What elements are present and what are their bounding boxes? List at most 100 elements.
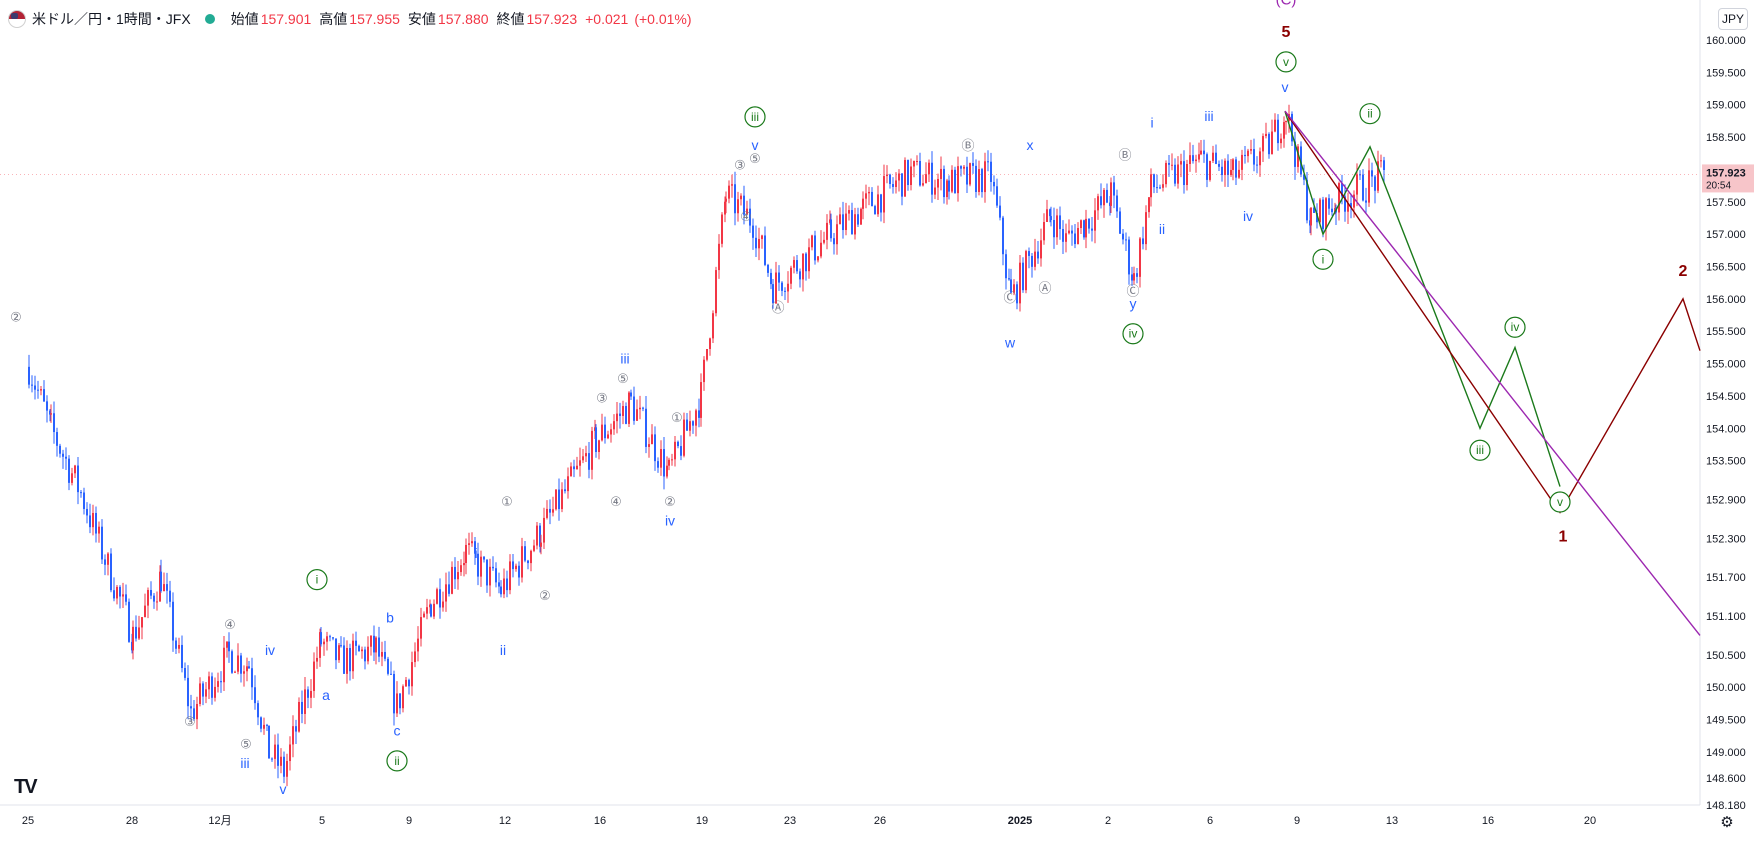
- candle-body: [399, 693, 401, 709]
- price-tick-label: 155.500: [1706, 326, 1746, 338]
- candle-body: [381, 651, 383, 657]
- candle-body: [1165, 162, 1167, 185]
- candle-body: [1238, 169, 1240, 178]
- candle-body: [963, 166, 965, 169]
- candle-body: [231, 651, 233, 673]
- candle-body: [71, 473, 73, 483]
- candle-body: [1071, 230, 1073, 234]
- candle-body: [1344, 196, 1346, 212]
- tradingview-logo: TV: [14, 776, 38, 798]
- candle-body: [433, 603, 435, 617]
- candle-body: [98, 526, 100, 534]
- candle-body: [506, 578, 508, 591]
- candle-body: [1065, 233, 1067, 242]
- candle-body: [50, 413, 52, 415]
- candle-body: [1256, 164, 1258, 166]
- candle-body: [651, 434, 653, 445]
- candle-body: [340, 645, 342, 647]
- candle-body: [1133, 273, 1135, 281]
- candle-body: [1085, 218, 1087, 238]
- candle-body: [1053, 219, 1055, 238]
- candle-body: [292, 726, 294, 745]
- candle-body: [880, 194, 882, 213]
- candle-body: [539, 525, 541, 547]
- wave-label: ⑤: [240, 737, 252, 752]
- candle-body: [695, 410, 697, 426]
- candle-body: [564, 489, 566, 492]
- candle-body: [552, 509, 554, 513]
- candle-body: [346, 647, 348, 674]
- candle-body: [1365, 200, 1367, 203]
- candle-body: [423, 613, 425, 618]
- candle-body: [153, 595, 155, 602]
- candle-body: [226, 641, 228, 648]
- wave-label: Ⓑ: [1118, 148, 1131, 163]
- candle-body: [196, 703, 198, 720]
- candle-body: [1077, 228, 1079, 245]
- candle-body: [166, 584, 168, 591]
- settings-gear-icon[interactable]: ⚙: [1720, 814, 1734, 831]
- wave-label: iii: [751, 110, 759, 124]
- time-tick-label: 13: [1386, 815, 1398, 827]
- wave-label: a: [322, 687, 330, 703]
- wave-label: ③: [734, 157, 746, 172]
- candle-body: [1371, 170, 1373, 177]
- candle-body: [718, 243, 720, 271]
- price-tick-label: 150.500: [1706, 650, 1746, 662]
- candle-body: [384, 651, 386, 659]
- candle-body: [141, 617, 143, 628]
- candle-body: [326, 636, 328, 642]
- candle-body: [793, 260, 795, 268]
- candle-body: [573, 466, 575, 470]
- candle-body: [211, 676, 213, 698]
- candle-body: [833, 238, 835, 245]
- candle-body: [205, 689, 207, 697]
- candle-body: [737, 199, 739, 214]
- candle-body: [839, 214, 841, 225]
- candle-body: [56, 432, 58, 446]
- symbol-title[interactable]: 米ドル／円・1時間・JFX: [32, 11, 191, 27]
- candle-body: [387, 658, 389, 674]
- currency-button[interactable]: JPY: [1718, 8, 1748, 30]
- candle-body: [89, 515, 91, 528]
- candle-body: [358, 645, 360, 652]
- wave-label: (C): [1276, 0, 1297, 8]
- candle-body: [610, 429, 612, 435]
- candle-body: [101, 526, 103, 560]
- price-tick-label: 148.180: [1706, 800, 1746, 812]
- candle-body: [451, 566, 453, 594]
- wave-label: iii: [620, 351, 629, 367]
- change-value: +0.021: [585, 11, 629, 27]
- candle-body: [223, 647, 225, 683]
- candle-body: [951, 169, 953, 192]
- candle-body: [1316, 212, 1318, 223]
- candle-body: [307, 689, 309, 698]
- candle-body: [1153, 174, 1155, 188]
- candle-body: [310, 690, 312, 698]
- candle-body: [128, 601, 130, 642]
- candle-body: [1005, 254, 1007, 279]
- candle-body: [536, 525, 538, 546]
- candle-body: [34, 385, 36, 390]
- candle-body: [957, 166, 959, 194]
- candle-body: [220, 681, 222, 683]
- candle-body: [540, 542, 542, 547]
- candle-body: [110, 553, 112, 591]
- candle-body: [604, 424, 606, 439]
- price-tick-label: 149.000: [1706, 747, 1746, 759]
- candle-body: [361, 649, 363, 652]
- candle-body: [295, 726, 297, 732]
- candle-body: [1203, 150, 1205, 155]
- candle-body: [1241, 154, 1243, 170]
- price-tick-label: 157.500: [1706, 197, 1746, 209]
- candle-body: [364, 649, 366, 662]
- candle-body: [642, 407, 644, 409]
- current-price-label: 157.923: [1706, 167, 1746, 179]
- candle-body: [1131, 274, 1133, 281]
- candle-body: [426, 607, 428, 614]
- candle-body: [323, 641, 325, 645]
- candle-body: [1116, 195, 1118, 212]
- candle-body: [851, 210, 853, 235]
